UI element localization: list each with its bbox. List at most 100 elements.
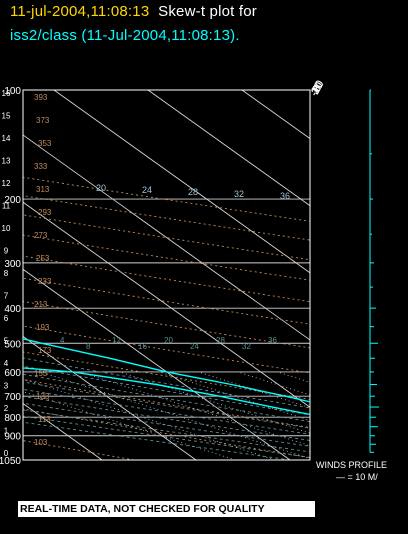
pressure-tick-label: 200 xyxy=(4,195,21,206)
isotherm-line xyxy=(53,90,310,274)
moist-adiabat-line xyxy=(23,357,310,409)
dry-adiabat-line xyxy=(23,325,310,374)
height-tick-label: 6 xyxy=(4,314,9,323)
moist-adiabat-line xyxy=(23,409,310,453)
height-tick-label: 4 xyxy=(4,359,9,368)
height-tick-label: 0 xyxy=(4,449,9,458)
dry-adiabat-line xyxy=(23,255,310,303)
plot-area xyxy=(23,90,310,460)
theta-e-label: 28 xyxy=(216,336,225,345)
theta-label: 253 xyxy=(36,254,50,263)
theta-label: 213 xyxy=(34,300,48,309)
moist-adiabat-line xyxy=(23,373,310,423)
plot-title: 11-jul-2004,11:08:13 Skew-t plot for xyxy=(10,3,257,21)
title-date: 11-jul-2004,11:08:13 xyxy=(10,3,150,20)
mixing-ratio-label: 32 xyxy=(234,189,244,199)
theta-e-label: 4 xyxy=(60,336,65,345)
dry-adiabat-line xyxy=(23,351,310,400)
moist-adiabat-line xyxy=(23,388,310,435)
isotherm-line xyxy=(23,268,291,460)
pressure-tick-label: 1050 xyxy=(0,456,21,467)
temp-tick-label-right: 20 xyxy=(309,80,326,97)
pressure-tick-label: 500 xyxy=(4,339,21,350)
theta-label: 393 xyxy=(34,93,48,102)
theta-label: 293 xyxy=(38,208,52,217)
dry-adiabat-line xyxy=(23,301,310,349)
dry-adiabat-line xyxy=(23,234,310,281)
pressure-tick-label: 100 xyxy=(4,86,21,97)
mixing-ratio-label: 28 xyxy=(188,187,198,197)
isotherm-line xyxy=(147,90,310,207)
temp-tick-label-right: 30 xyxy=(309,80,326,97)
pressure-tick-label: 700 xyxy=(4,392,21,403)
theta-e-label: 32 xyxy=(242,342,251,351)
mixing-ratio-line xyxy=(159,371,310,421)
mixing-ratio-line xyxy=(238,371,310,396)
title-text: Skew-t plot for xyxy=(158,3,258,20)
height-tick-label: 3 xyxy=(4,382,9,391)
theta-label: 193 xyxy=(36,323,50,332)
theta-label: 233 xyxy=(38,277,52,286)
theta-e-label: 20 xyxy=(164,336,173,345)
dry-adiabat-line xyxy=(23,176,310,222)
moist-adiabat-line xyxy=(23,396,310,441)
isotherm-line xyxy=(241,90,310,140)
dry-adiabat-line xyxy=(23,195,310,241)
isotherm-line xyxy=(23,335,197,460)
mixing-ratio-line xyxy=(80,371,310,447)
pressure-tick-label: 800 xyxy=(4,413,21,424)
quality-banner: REAL-TIME DATA, NOT CHECKED FOR QUALITY xyxy=(18,501,315,517)
mixing-ratio-label: 24 xyxy=(142,185,152,195)
theta-e-label: 36 xyxy=(268,336,277,345)
theta-e-label: 12 xyxy=(112,336,121,345)
theta-e-label: 8 xyxy=(86,342,91,351)
winds-scale-label: — = 10 M/ xyxy=(336,472,378,482)
mixing-ratio-label: 20 xyxy=(96,183,106,193)
height-tick-label: 1 xyxy=(4,427,9,436)
height-tick-label: 16 xyxy=(2,89,11,98)
dry-adiabat-line xyxy=(23,379,310,428)
temperature-profile-line xyxy=(23,338,310,403)
height-tick-label: 7 xyxy=(4,292,9,301)
mixing-ratio-line xyxy=(277,371,310,383)
pressure-tick-label: 400 xyxy=(4,304,21,315)
height-tick-label: 11 xyxy=(2,202,11,211)
winds-profile-label: WINDS PROFILE xyxy=(316,460,388,470)
temp-tick-label-right: 10 xyxy=(309,80,326,97)
height-tick-label: 12 xyxy=(2,179,11,188)
dewpoint-profile-line xyxy=(23,367,310,416)
moist-adiabat-line xyxy=(23,381,310,429)
theta-label: 353 xyxy=(38,139,52,148)
theta-label: 103 xyxy=(34,438,48,447)
pressure-tick-label: 300 xyxy=(4,259,21,270)
moist-adiabat-line xyxy=(23,421,291,460)
theta-e-label: 24 xyxy=(190,342,199,351)
theta-e-label: 16 xyxy=(138,342,147,351)
height-tick-label: 13 xyxy=(2,157,11,166)
height-tick-label: 2 xyxy=(4,404,9,413)
height-tick-label: 14 xyxy=(2,134,11,143)
height-tick-label: 9 xyxy=(4,247,9,256)
theta-label: 113 xyxy=(38,415,51,424)
height-tick-label: 15 xyxy=(2,112,11,121)
isotherm-line xyxy=(23,201,310,408)
theta-label: 273 xyxy=(34,231,48,240)
height-tick-label: 5 xyxy=(4,337,9,346)
dry-adiabat-line xyxy=(23,214,310,261)
temp-tick-label-right: 0 xyxy=(311,83,324,94)
pressure-tick-label: 900 xyxy=(4,432,21,443)
pressure-tick-label: 600 xyxy=(4,368,21,379)
plot-subtitle: iss2/class (11-Jul-2004,11:08:13). xyxy=(10,27,240,44)
dry-adiabat-line xyxy=(23,440,135,460)
plot-frame xyxy=(22,89,311,461)
height-tick-label: 8 xyxy=(4,269,9,278)
moist-adiabat-line xyxy=(23,402,310,447)
dry-adiabat-line xyxy=(23,277,310,325)
theta-label: 153 xyxy=(34,369,48,378)
moist-adiabat-line xyxy=(23,365,310,416)
isotherm-line xyxy=(23,134,310,341)
theta-label: 133 xyxy=(36,392,50,401)
mixing-ratio-label: 36 xyxy=(280,191,290,201)
height-tick-label: 10 xyxy=(2,224,11,233)
